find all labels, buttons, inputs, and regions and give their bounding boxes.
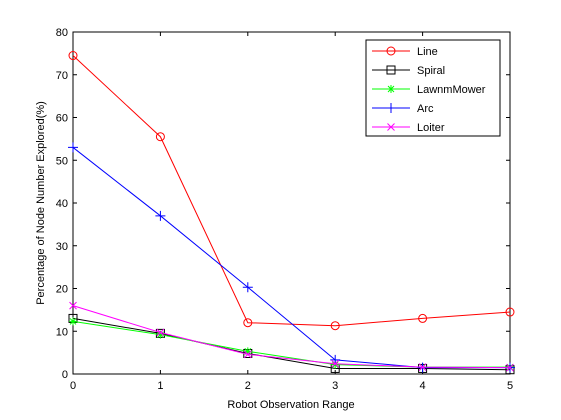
legend-label: Arc bbox=[417, 103, 434, 115]
legend: Line Spiral LawnmMower Arc Loiter bbox=[366, 40, 500, 136]
x-axis-label: Robot Observation Range bbox=[227, 399, 354, 411]
legend-label: Line bbox=[417, 46, 438, 58]
x-tick-label: 4 bbox=[420, 380, 426, 392]
y-tick-label: 0 bbox=[62, 369, 68, 381]
legend-label: LawnmMower bbox=[417, 84, 486, 96]
y-tick-label: 70 bbox=[56, 70, 68, 82]
x-tick-label: 5 bbox=[507, 380, 513, 392]
y-tick-label: 20 bbox=[56, 284, 68, 296]
point-asterisk-marker bbox=[69, 317, 77, 325]
x-tick-label: 1 bbox=[157, 380, 163, 392]
x-tick-label: 2 bbox=[245, 380, 251, 392]
point-asterisk-marker bbox=[387, 85, 395, 93]
y-tick-label: 10 bbox=[56, 326, 68, 338]
x-tick-label: 0 bbox=[70, 380, 76, 392]
legend-label: Spiral bbox=[417, 65, 445, 77]
y-tick-label: 40 bbox=[56, 198, 68, 210]
y-tick-label: 80 bbox=[56, 27, 68, 39]
y-axis-label: Percentage of Node Number Explored(%) bbox=[35, 101, 47, 305]
y-tick-label: 60 bbox=[56, 113, 68, 125]
x-tick-label: 3 bbox=[332, 380, 338, 392]
y-tick-label: 30 bbox=[56, 241, 68, 253]
legend-label: Loiter bbox=[417, 122, 445, 134]
y-tick-label: 50 bbox=[56, 155, 68, 167]
